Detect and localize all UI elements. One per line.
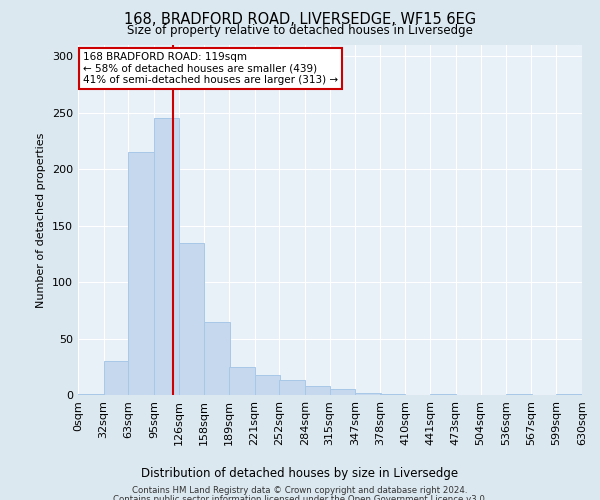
Bar [229,367,254,395]
Text: Distribution of detached houses by size in Liversedge: Distribution of detached houses by size … [142,468,458,480]
Bar [506,394,532,395]
Bar [179,242,204,395]
Text: 168 BRADFORD ROAD: 119sqm
← 58% of detached houses are smaller (439)
41% of semi: 168 BRADFORD ROAD: 119sqm ← 58% of detac… [83,52,338,85]
Bar [430,394,456,395]
Text: 168, BRADFORD ROAD, LIVERSEDGE, WF15 6EG: 168, BRADFORD ROAD, LIVERSEDGE, WF15 6EG [124,12,476,28]
Bar [204,322,230,395]
Text: Size of property relative to detached houses in Liversedge: Size of property relative to detached ho… [127,24,473,37]
Text: Contains HM Land Registry data © Crown copyright and database right 2024.: Contains HM Land Registry data © Crown c… [132,486,468,495]
Bar [154,118,179,395]
Y-axis label: Number of detached properties: Number of detached properties [37,132,46,308]
Bar [254,374,280,395]
Bar [380,394,406,395]
Bar [104,361,129,395]
Bar [78,394,104,395]
Text: Contains public sector information licensed under the Open Government Licence v3: Contains public sector information licen… [113,495,487,500]
Bar [556,394,582,395]
Bar [279,380,305,395]
Bar [128,152,154,395]
Bar [355,392,381,395]
Bar [305,386,331,395]
Bar [329,390,355,395]
